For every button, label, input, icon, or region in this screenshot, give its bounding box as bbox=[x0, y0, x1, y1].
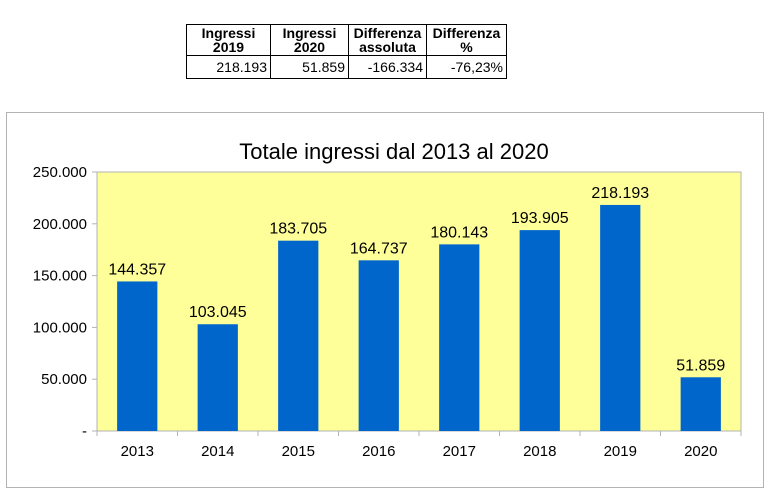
summary-header-row: Ingressi 2019 Ingressi 2020 Differenza asso… bbox=[186, 24, 507, 56]
data-label-2014: 103.045 bbox=[189, 304, 247, 321]
chart-title: Totale ingressi dal 2013 al 2020 bbox=[239, 139, 548, 164]
x-tick-label-2014: 2014 bbox=[201, 443, 234, 460]
x-tick-label-2017: 2017 bbox=[443, 443, 476, 460]
x-tick-label-2016: 2016 bbox=[362, 443, 395, 460]
value-differenza-percent: -76,23% bbox=[426, 55, 507, 79]
data-label-2016: 164.737 bbox=[350, 240, 408, 257]
value-ingressi-2019: 218.193 bbox=[186, 55, 271, 79]
data-label-2018: 193.905 bbox=[511, 210, 569, 227]
bar-2018 bbox=[519, 230, 560, 431]
summary-values-row: 218.193 51.859 -166.334 -76,23% bbox=[186, 55, 507, 79]
bar-2013 bbox=[117, 281, 158, 431]
y-tick-label: 150.000 bbox=[33, 268, 87, 285]
y-tick-label: - bbox=[82, 423, 87, 440]
header-ingressi-2020: Ingressi 2020 bbox=[270, 24, 349, 56]
bar-2015 bbox=[278, 240, 319, 431]
bar-2019 bbox=[600, 204, 641, 431]
bar-2020 bbox=[680, 377, 721, 431]
y-tick-label: 100.000 bbox=[33, 319, 87, 336]
x-tick-label-2020: 2020 bbox=[684, 443, 717, 460]
value-ingressi-2020: 51.859 bbox=[270, 55, 349, 79]
data-label-2013: 144.357 bbox=[108, 261, 166, 278]
bar-chart: Totale ingressi dal 2013 al 2020 - 50.000… bbox=[33, 139, 742, 460]
plot-area bbox=[96, 171, 742, 432]
bar-2017 bbox=[439, 244, 480, 431]
x-tick-label-2019: 2019 bbox=[604, 443, 637, 460]
bar-2014 bbox=[197, 324, 238, 431]
value-differenza-assoluta: -166.334 bbox=[348, 55, 427, 79]
summary-table: Ingressi 2019 Ingressi 2020 Differenza asso… bbox=[186, 24, 507, 79]
data-label-2020: 51.859 bbox=[676, 357, 725, 374]
bar-2016 bbox=[358, 260, 399, 431]
data-label-2017: 180.143 bbox=[430, 224, 488, 241]
x-tick-label-2013: 2013 bbox=[121, 443, 154, 460]
y-tick-label: 50.000 bbox=[41, 371, 87, 388]
header-ingressi-2019: Ingressi 2019 bbox=[186, 24, 271, 56]
header-differenza-assoluta: Differenza assoluta bbox=[348, 24, 427, 56]
x-tick-label-2015: 2015 bbox=[282, 443, 315, 460]
chart-frame: Totale ingressi dal 2013 al 2020 - 50.000… bbox=[6, 112, 764, 488]
data-label-2015: 183.705 bbox=[269, 221, 327, 238]
data-label-2019: 218.193 bbox=[591, 185, 649, 202]
y-tick-label: 200.000 bbox=[33, 216, 87, 233]
header-differenza-percent: Differenza% bbox=[426, 24, 507, 56]
x-tick-label-2018: 2018 bbox=[523, 443, 556, 460]
y-tick-label: 250.000 bbox=[33, 164, 87, 181]
